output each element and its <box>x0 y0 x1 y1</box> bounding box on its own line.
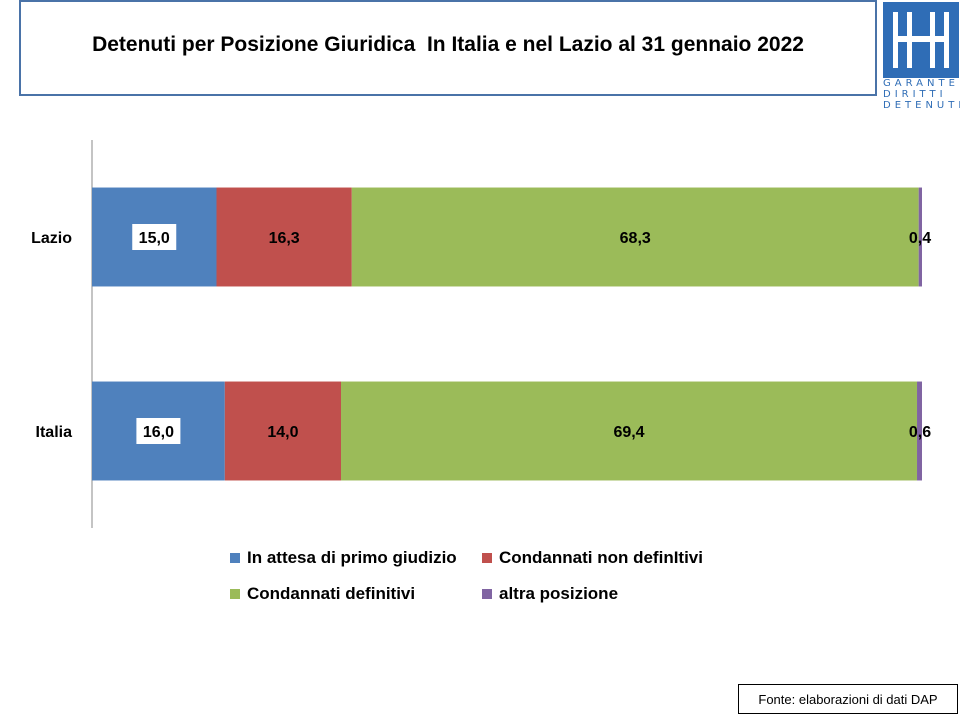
bar-segment <box>351 187 919 287</box>
data-label: 0,4 <box>909 230 931 247</box>
data-label: 16,0 <box>143 424 174 441</box>
legend-label: altra posizione <box>499 584 619 603</box>
legend-swatch <box>230 589 240 599</box>
data-label: 0,6 <box>909 424 931 441</box>
logo-line-2: DIRITTI <box>883 89 947 100</box>
source-note: Fonte: elaborazioni di dati DAP <box>738 684 958 714</box>
garante-logo: GARANTE DIRITTI DETENUTI <box>883 2 960 111</box>
legend-swatch <box>482 589 492 599</box>
legend-item: altra posizione <box>482 584 618 604</box>
data-label: 69,4 <box>613 424 644 441</box>
title-box: Detenuti per Posizione Giuridica In Ital… <box>19 0 877 96</box>
data-label: 14,0 <box>267 424 298 441</box>
logo-line-1: GARANTE <box>883 78 959 89</box>
data-label: 15,0 <box>139 230 170 247</box>
legend-label: Condannati definitivi <box>247 584 416 603</box>
legend-label: In attesa di primo giudizio <box>247 548 457 567</box>
legend-item: In attesa di primo giudizio <box>230 548 457 568</box>
source-text: Fonte: elaborazioni di dati DAP <box>758 691 938 707</box>
data-label-background <box>132 224 177 250</box>
bar-segment <box>224 381 341 481</box>
logo-line-3: DETENUTI <box>883 100 960 111</box>
data-label: 16,3 <box>269 230 300 247</box>
legend-swatch <box>482 553 492 563</box>
bar-segment <box>917 381 922 481</box>
legend-item: Condannati definitivi <box>230 584 415 604</box>
bar-segment <box>918 187 922 287</box>
category-label: Italia <box>36 424 73 441</box>
chart-title: Detenuti per Posizione Giuridica In Ital… <box>92 33 804 56</box>
category-label: Lazio <box>31 230 72 247</box>
bar-segment <box>216 187 352 287</box>
data-label-background <box>136 418 181 444</box>
legend-item: Condannati non definItivi <box>482 548 703 568</box>
data-label: 68,3 <box>620 230 651 247</box>
garante-logo-icon <box>883 2 959 78</box>
legend-label: Condannati non definItivi <box>499 548 703 567</box>
bar-segment <box>341 381 918 481</box>
legend-swatch <box>230 553 240 563</box>
